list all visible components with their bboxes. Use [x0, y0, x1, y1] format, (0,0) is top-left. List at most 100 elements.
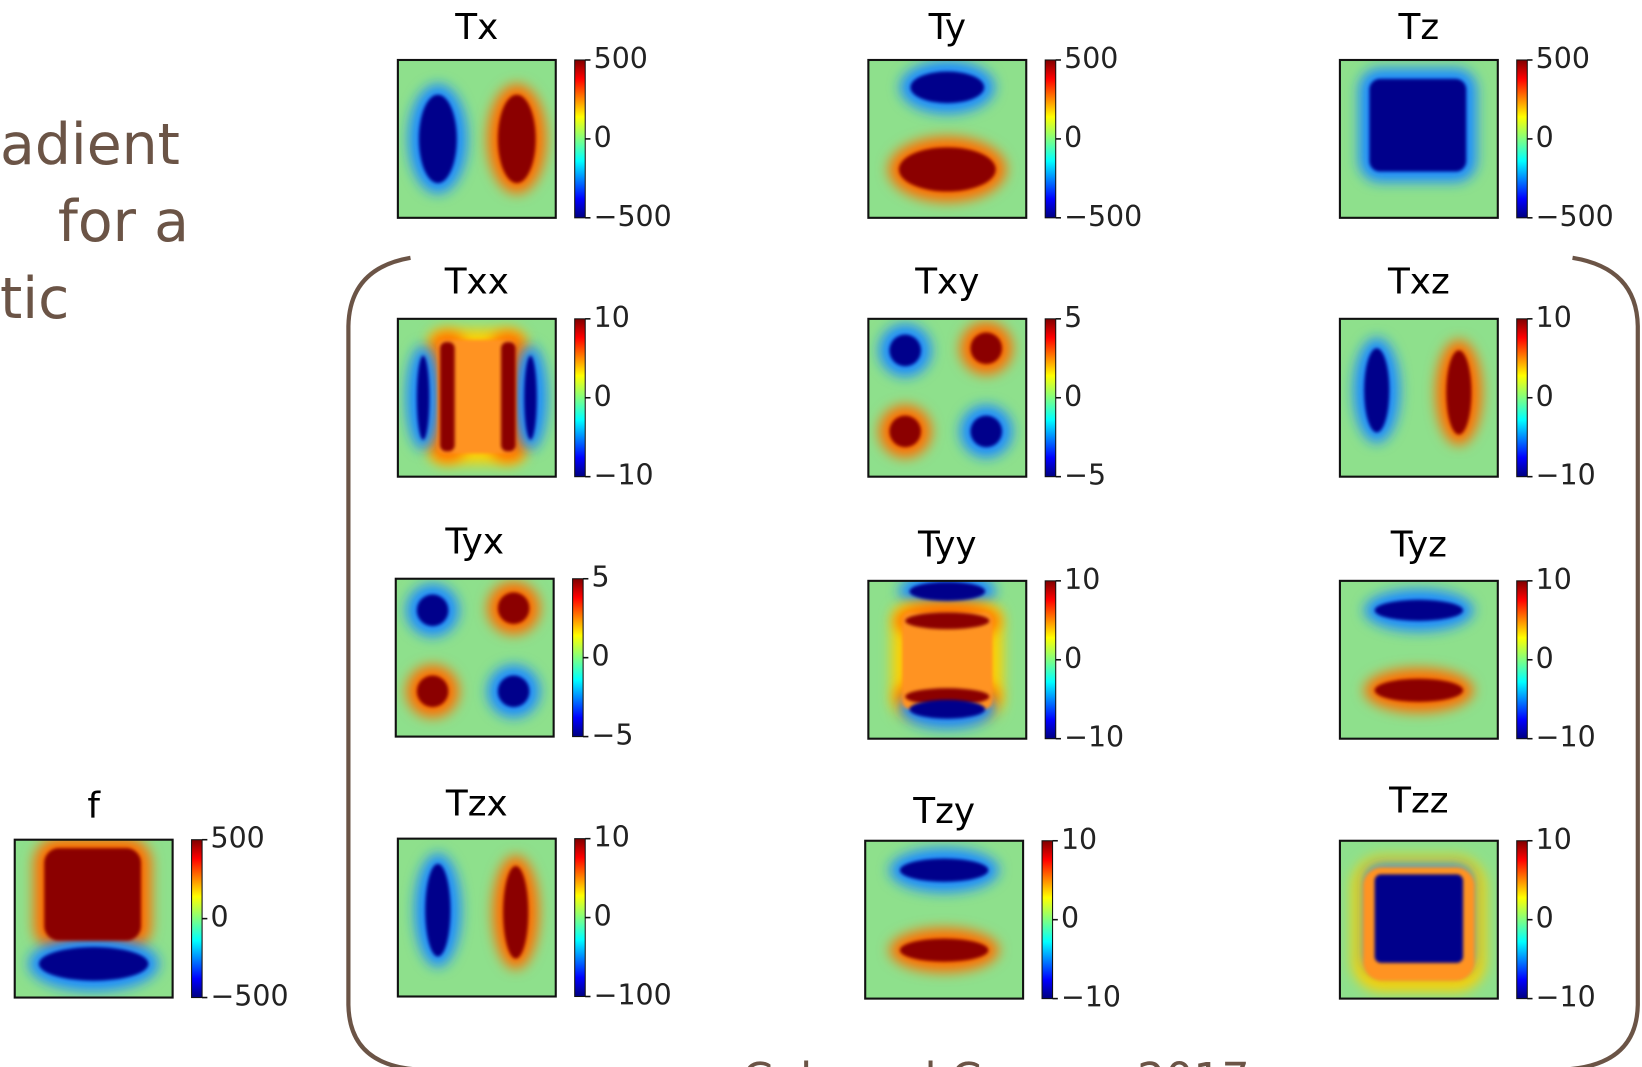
- colorbar-tick-label: −10: [1061, 981, 1121, 1014]
- intro-line: adient: [0, 112, 180, 178]
- colorbar-tick-label: 0: [1064, 121, 1082, 154]
- panel: Tyz 10 0 −10: [1338, 525, 1596, 754]
- blob: [899, 858, 989, 882]
- blob: [425, 863, 451, 957]
- blob: [909, 581, 986, 601]
- panel: Tyy 10 0 −10: [867, 525, 1124, 754]
- blob: [497, 592, 530, 624]
- heatmap: [868, 59, 1027, 218]
- heatmap: [397, 838, 556, 997]
- blob: [503, 866, 529, 959]
- blob: [497, 675, 530, 708]
- blob: [416, 675, 449, 708]
- colorbar-tick-label: 0: [1536, 642, 1554, 675]
- colorbar-tick-label: −100: [594, 979, 672, 1012]
- panel: Tzx 10 0 −100: [396, 784, 672, 1012]
- colorbar-tick-label: 5: [1064, 301, 1082, 334]
- colorbar-tick-label: 10: [1064, 563, 1100, 596]
- colorbar-tick-label: 10: [1536, 823, 1572, 856]
- panel-title: Tx: [454, 7, 498, 48]
- colorbar-tick-label: 500: [1064, 42, 1118, 75]
- panel-title: f: [87, 786, 101, 827]
- heatmap-frame: [867, 58, 1028, 219]
- blob: [889, 334, 921, 367]
- blob: [524, 355, 537, 440]
- heatmap: [865, 840, 1024, 999]
- colorbar-tick-label: 0: [1536, 121, 1554, 154]
- colorbar: [574, 59, 586, 219]
- blob: [899, 938, 989, 962]
- blob: [416, 594, 449, 627]
- colorbar-tick-label: −10: [1536, 459, 1596, 492]
- colorbar-tick-label: −5: [592, 719, 634, 752]
- colorbar-tick-label: 5: [592, 561, 610, 594]
- panel: Tzz 10 0 −10: [1338, 780, 1596, 1014]
- colorbar-tick-label: 0: [1061, 902, 1079, 935]
- heatmap-frame: [867, 579, 1028, 740]
- colorbar-tick-label: −10: [594, 459, 654, 492]
- panel-title: Tyz: [1390, 525, 1447, 566]
- blob: [910, 71, 985, 104]
- panel-title: Tyy: [917, 525, 977, 566]
- colorbar-tick-label: 0: [594, 380, 612, 413]
- colorbar: [1041, 840, 1054, 1000]
- colorbar-tick-label: 0: [211, 901, 229, 934]
- panel: Txx 10 0 −10: [396, 262, 654, 492]
- colorbar: [574, 838, 586, 998]
- blob: [1374, 599, 1464, 621]
- heatmap-frame: [1338, 839, 1499, 1000]
- blob: [1369, 78, 1467, 172]
- panel: Tz 500 0 −500: [1338, 7, 1614, 233]
- colorbar: [1044, 580, 1057, 740]
- panel-title: Tyx: [444, 521, 504, 562]
- blob: [889, 415, 921, 448]
- bracket-left: [346, 255, 413, 1067]
- intro-line: tic: [0, 266, 69, 332]
- colorbar-tick-label: −500: [594, 200, 672, 233]
- blob: [501, 341, 516, 452]
- heatmap: [868, 318, 1027, 477]
- panel-title: Txx: [444, 262, 509, 303]
- blob: [497, 94, 536, 184]
- heatmap-frame: [864, 839, 1025, 1000]
- colorbar: [1044, 59, 1057, 219]
- colorbar-tick-label: 0: [1536, 902, 1554, 935]
- colorbar-tick-label: 500: [1536, 42, 1590, 75]
- blob: [1374, 678, 1464, 702]
- heatmap: [1339, 580, 1498, 739]
- colorbar-tick-label: 0: [594, 121, 612, 154]
- colorbar-tick-label: −500: [211, 980, 289, 1013]
- colorbar-tick-label: 0: [1064, 642, 1082, 675]
- colorbar: [1516, 318, 1528, 478]
- colorbar: [1516, 840, 1528, 1000]
- blob: [416, 355, 430, 440]
- colorbar-tick-label: −500: [1536, 200, 1614, 233]
- colorbar-tick-label: −10: [1064, 721, 1124, 754]
- colorbar: [574, 318, 586, 478]
- heatmap-frame: [1338, 58, 1499, 219]
- colorbar-tick-label: 10: [1061, 823, 1097, 856]
- heatmap: [1339, 59, 1498, 218]
- blob: [1364, 348, 1390, 433]
- heatmap-frame: [1338, 317, 1499, 478]
- colorbar-tick-label: 0: [594, 900, 612, 933]
- heatmap-frame: [1338, 579, 1499, 740]
- blob: [898, 147, 996, 192]
- panel: Tyx 5 0 −5: [394, 521, 634, 752]
- heatmap-frame: [396, 317, 557, 478]
- panel-title: Txy: [914, 262, 979, 303]
- colorbar-tick-label: 10: [1536, 563, 1572, 596]
- heatmap-frame: [396, 58, 557, 219]
- colorbar: [1516, 59, 1528, 219]
- heatmap-frame: [867, 317, 1028, 478]
- blob: [44, 848, 142, 941]
- colorbar: [1516, 580, 1528, 740]
- blob: [38, 947, 149, 981]
- heatmap: [14, 839, 173, 998]
- heatmap: [397, 318, 556, 477]
- heatmap: [397, 59, 556, 218]
- colorbar-tick-label: −10: [1536, 981, 1596, 1014]
- colorbar-tick-label: 0: [1536, 380, 1554, 413]
- colorbar-tick-label: 10: [594, 301, 630, 334]
- colorbar-tick-label: 500: [211, 822, 265, 855]
